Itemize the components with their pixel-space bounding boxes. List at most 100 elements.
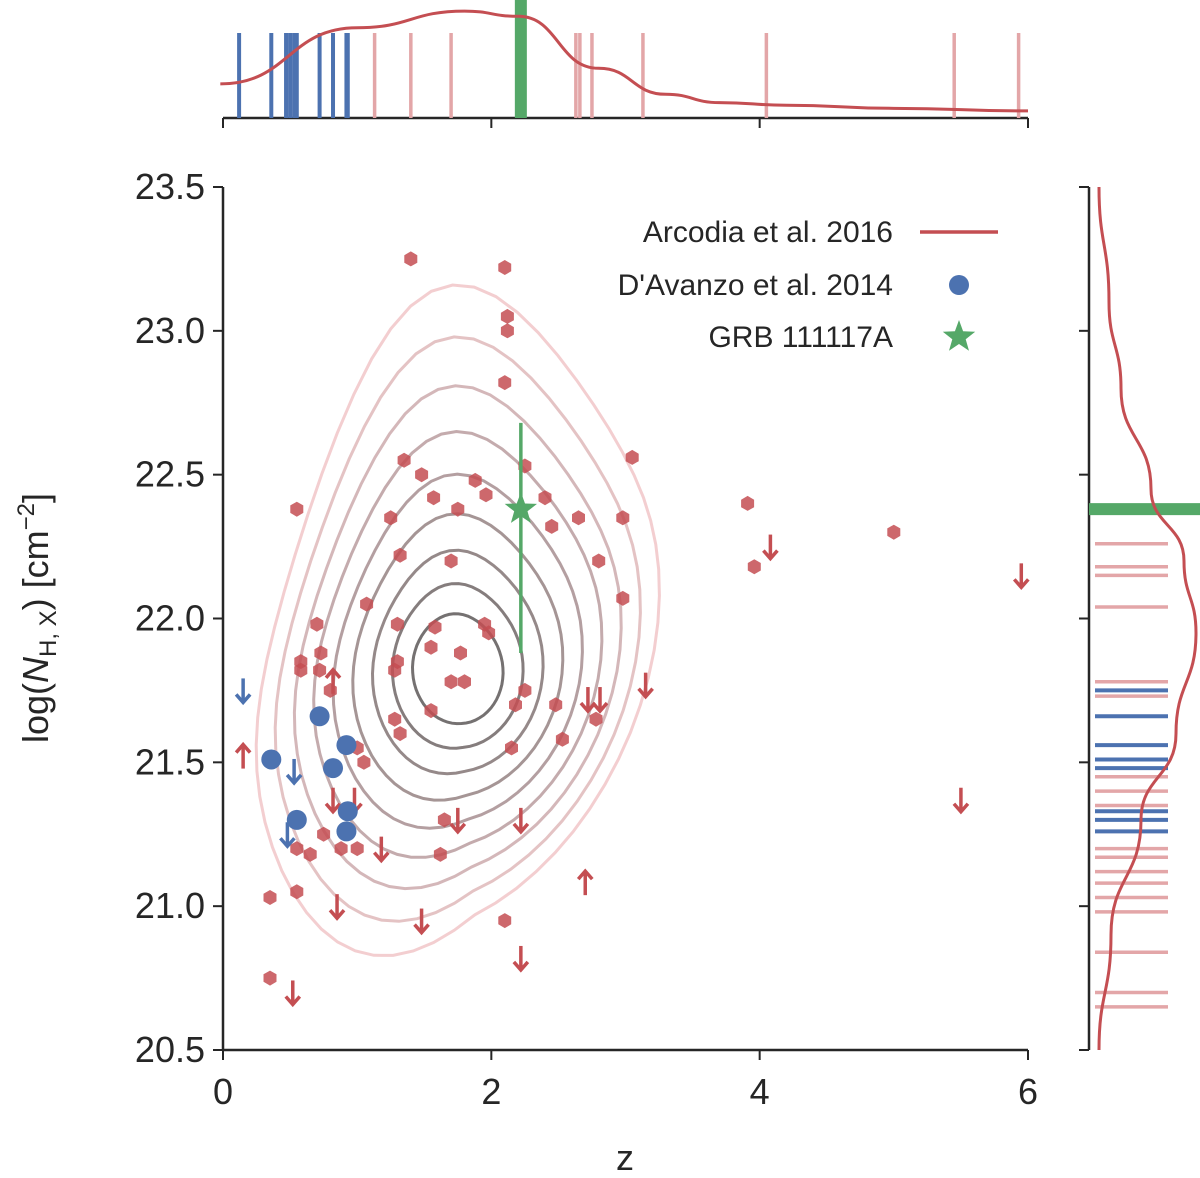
- legend-label-grb: GRB 111117A: [708, 321, 893, 354]
- main-plot-area: 0 2 4 6 20.5 21.0 21.5 22.0 22.5 23.0 23.5 z log(…: [13, 166, 1038, 1178]
- legend-label-arcodia: Arcodia et al. 2016: [643, 216, 893, 249]
- davanzo-data-point: [336, 821, 357, 842]
- arcodia-data-point: [538, 490, 552, 506]
- arcodia-data-point: [468, 472, 482, 488]
- x-axis-label: z: [616, 1137, 634, 1178]
- arcodia-upper-limit-arrow-head: [762, 549, 779, 562]
- arcodia-data-point: [451, 501, 465, 517]
- arcodia-data-point: [498, 260, 512, 275]
- arcodia-lower-limit-arrow: [576, 868, 594, 896]
- kde-curve-nh: [1097, 186, 1198, 1051]
- y-tick-label: 21.5: [135, 741, 205, 782]
- kde-contour-level: [254, 283, 661, 957]
- arcodia-data-point: [390, 654, 404, 670]
- arcodia-data-point: [616, 590, 630, 606]
- arcodia-data-point: [428, 619, 442, 635]
- arcodia-upper-limit-arrow-head: [952, 802, 970, 815]
- arcodia-upper-limit-arrow-head: [579, 701, 597, 714]
- arcodia-data-point: [404, 251, 418, 267]
- arcodia-data-point: [290, 884, 304, 900]
- arcodia-lower-limit-arrow-head: [576, 868, 594, 881]
- arcodia-upper-limit-arrow: [328, 894, 346, 921]
- arcodia-upper-limit-arrow-head: [324, 802, 342, 815]
- arcodia-upper-limit-arrow: [449, 807, 467, 835]
- arcodia-data-point: [388, 711, 402, 727]
- arcodia-data-point: [625, 449, 639, 465]
- kde-contour-level: [351, 512, 565, 802]
- arcodia-data-point: [747, 559, 761, 575]
- arcodia-upper-limit-arrow-head: [512, 822, 530, 835]
- y-tick-label: 23.0: [135, 310, 205, 351]
- arcodia-data-point: [350, 841, 364, 857]
- arcodia-data-point: [505, 740, 518, 756]
- arcodia-data-point: [290, 501, 304, 517]
- arcodia-data-point: [303, 846, 317, 862]
- arcodia-data-point: [294, 662, 308, 678]
- arcodia-data-point: [384, 510, 398, 526]
- arcodia-lower-limit-arrow-head: [324, 667, 342, 679]
- arcodia-data-point: [393, 726, 407, 742]
- arcodia-upper-limit-arrow-head: [591, 701, 609, 714]
- arcodia-data-point: [549, 697, 563, 713]
- davanzo-data-point: [286, 809, 307, 830]
- arcodia-upper-limit-arrow: [637, 672, 654, 700]
- arcodia-data-point: [887, 524, 901, 540]
- arcodia-upper-limit-arrow: [591, 687, 609, 714]
- kde-contour-level: [410, 612, 505, 726]
- arcodia-data-point: [310, 616, 324, 632]
- arcodia-data-point: [424, 639, 438, 655]
- arcodia-data-point: [323, 682, 337, 698]
- arcodia-data-point: [498, 375, 512, 391]
- arcodia-data-point: [509, 697, 522, 713]
- arcodia-data-point: [393, 547, 407, 563]
- arcodia-upper-limit-arrow: [512, 807, 530, 835]
- arcodia-data-point: [433, 846, 447, 862]
- arcodia-data-point: [437, 812, 451, 828]
- arcodia-data-point: [592, 553, 606, 569]
- arcodia-data-point: [444, 553, 458, 569]
- arcodia-data-point: [360, 596, 374, 612]
- arcodia-data-point: [313, 662, 327, 678]
- arcodia-lower-limit-arrow-head: [234, 741, 252, 754]
- y-tick-label: 22.0: [135, 598, 205, 639]
- arcodia-data-point: [424, 703, 438, 719]
- davanzo-data-point: [337, 801, 358, 822]
- arcodia-data-point: [454, 645, 467, 661]
- davanzo-upper-limit-arrow-head: [234, 693, 252, 706]
- arcodia-data-point: [290, 841, 304, 857]
- arcodia-data-point: [390, 616, 404, 632]
- arcodia-data-point: [444, 674, 458, 690]
- x-tick-label: 6: [1018, 1071, 1038, 1112]
- arcodia-upper-limit-arrow: [512, 945, 530, 973]
- arcodia-upper-limit-arrow: [1012, 563, 1030, 591]
- y-tick-label: 23.5: [135, 166, 205, 207]
- legend: Arcodia et al. 2016 D'Avanzo et al. 2014…: [618, 216, 998, 354]
- arcodia-data-point: [263, 970, 277, 986]
- arcodia-upper-limit-arrow-head: [284, 995, 302, 1008]
- legend-label-davanzo: D'Avanzo et al. 2014: [618, 269, 893, 302]
- x-tick-label: 2: [481, 1071, 501, 1112]
- legend-marker-davanzo: [949, 275, 969, 295]
- kde-contour-level: [390, 582, 525, 750]
- right-marginal-panel: [1079, 186, 1200, 1051]
- davanzo-data-point: [323, 758, 344, 779]
- arcodia-upper-limit-arrow: [762, 534, 779, 562]
- arcodia-upper-limit-arrow: [324, 787, 342, 815]
- arcodia-upper-limit-arrow-head: [328, 909, 346, 921]
- arcodia-data-point: [314, 645, 328, 661]
- kde-contour-level: [292, 384, 623, 891]
- y-axis-label: log(NH, X) [cm−2]: [13, 493, 62, 743]
- arcodia-data-point: [500, 323, 514, 339]
- davanzo-upper-limit-arrow: [234, 678, 252, 706]
- davanzo-upper-limit-arrow: [285, 758, 303, 786]
- arcodia-upper-limit-arrow: [372, 836, 390, 864]
- arcodia-data-point: [415, 467, 429, 483]
- x-tick-label: 0: [213, 1071, 233, 1112]
- arcodia-data-point: [397, 452, 411, 468]
- arcodia-upper-limit-arrow-head: [512, 960, 530, 973]
- arcodia-upper-limit-arrow-head: [372, 851, 390, 864]
- davanzo-upper-limit-arrow: [279, 822, 296, 849]
- y-tick-label: 21.0: [135, 885, 205, 926]
- arcodia-data-point: [334, 841, 348, 857]
- arcodia-data-point: [263, 890, 277, 905]
